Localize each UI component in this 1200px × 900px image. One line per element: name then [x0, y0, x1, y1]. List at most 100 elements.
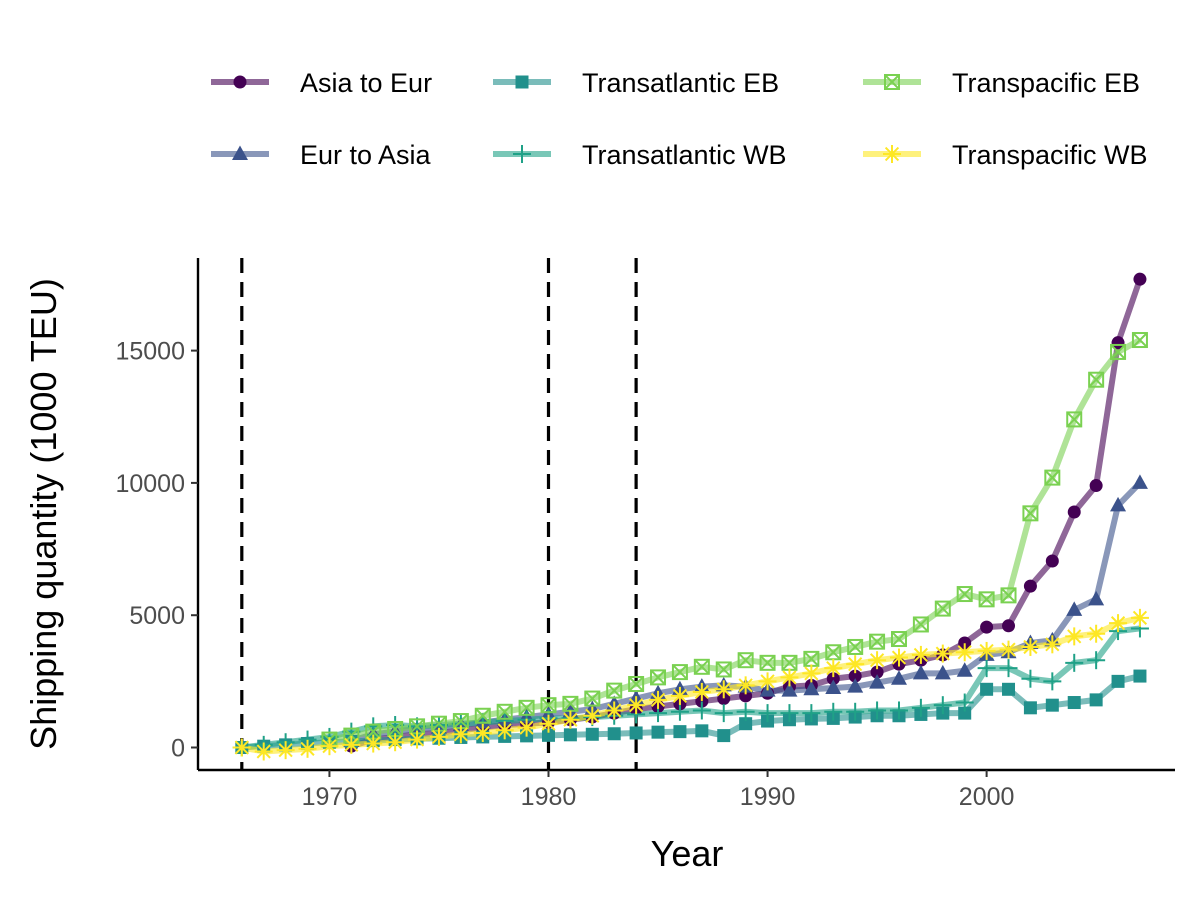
point-asia-to-eur-1988 [717, 692, 731, 706]
point-eur-to-asia-1997 [912, 664, 929, 680]
point-transpacific-eb-2003 [1044, 469, 1061, 486]
point-transpacific-wb-1996 [889, 648, 908, 667]
point-transpacific-wb-1993 [824, 659, 843, 678]
point-transpacific-wb-1995 [868, 651, 887, 670]
point-asia-to-eur-1989 [739, 689, 753, 703]
point-transatlantic-wb-1999 [955, 693, 974, 712]
point-transpacific-eb-2001 [1000, 587, 1017, 604]
point-transpacific-wb-1967 [254, 742, 273, 761]
y-tick-label-5000: 5000 [129, 602, 185, 630]
point-transpacific-wb-1984 [627, 696, 646, 715]
point-transpacific-wb-1975 [429, 727, 448, 746]
point-transpacific-eb-2007 [1131, 332, 1148, 349]
legend-swatch-marker [513, 145, 531, 163]
x-tick-label-1980: 1980 [521, 783, 577, 811]
point-transpacific-wb-2003 [1043, 635, 1062, 654]
point-transpacific-eb-1985 [650, 669, 667, 686]
point-eur-to-asia-1993 [825, 679, 842, 694]
point-transpacific-wb-1999 [955, 643, 974, 662]
point-transpacific-eb-1999 [956, 586, 973, 603]
point-transpacific-eb-2004 [1066, 411, 1083, 428]
point-transatlantic-eb-1985 [651, 725, 665, 739]
point-transpacific-eb-1995 [869, 633, 886, 650]
legend-label-asia-to-eur: Asia to Eur [300, 68, 432, 98]
point-transpacific-wb-1966 [232, 738, 251, 757]
y-tick-label-10000: 10000 [115, 470, 185, 498]
point-transpacific-wb-2007 [1130, 608, 1149, 627]
legend-label-transatlantic-wb: Transatlantic WB [582, 140, 787, 170]
point-transpacific-wb-1970 [320, 737, 339, 756]
point-transatlantic-eb-1981 [563, 728, 577, 742]
point-transpacific-wb-1978 [495, 721, 514, 740]
point-transatlantic-wb-2002 [1021, 669, 1040, 688]
point-transatlantic-eb-2005 [1089, 693, 1103, 707]
point-transpacific-wb-2001 [999, 640, 1018, 659]
point-transatlantic-wb-2001 [999, 659, 1018, 678]
point-transpacific-wb-1979 [517, 718, 536, 737]
point-transatlantic-eb-2004 [1067, 696, 1081, 710]
x-tick-label-1990: 1990 [740, 783, 796, 811]
point-transpacific-wb-1981 [561, 710, 580, 729]
point-asia-to-eur-1987 [695, 694, 709, 708]
point-transpacific-wb-1985 [649, 690, 668, 709]
point-eur-to-asia-1994 [847, 678, 864, 693]
legend-swatch-marker [883, 145, 901, 163]
point-eur-to-asia-1995 [869, 674, 886, 689]
point-transpacific-wb-2000 [977, 641, 996, 660]
legend-label-eur-to-asia: Eur to Asia [300, 140, 432, 170]
point-eur-to-asia-1992 [803, 680, 820, 696]
point-transatlantic-wb-1986 [670, 702, 689, 721]
point-transpacific-wb-1990 [758, 672, 777, 691]
point-eur-to-asia-2007 [1131, 474, 1148, 489]
point-eur-to-asia-2005 [1088, 590, 1105, 606]
point-asia-to-eur-2003 [1045, 554, 1059, 568]
point-transpacific-eb-2005 [1088, 371, 1105, 388]
point-transpacific-wb-1994 [846, 655, 865, 674]
point-transpacific-wb-1992 [802, 664, 821, 683]
point-transpacific-wb-1974 [408, 730, 427, 749]
point-transpacific-wb-2006 [1109, 614, 1128, 633]
point-transatlantic-eb-1980 [541, 728, 555, 742]
y-axis-title: Shipping quantity (1000 TEU) [23, 278, 64, 750]
legend-swatch-marker [884, 74, 900, 90]
point-transatlantic-wb-1991 [780, 704, 799, 723]
point-transpacific-wb-2002 [1021, 637, 1040, 656]
point-transatlantic-eb-2006 [1111, 674, 1125, 688]
point-transpacific-eb-1977 [474, 707, 491, 724]
point-transpacific-wb-1988 [714, 680, 733, 699]
point-transatlantic-eb-2002 [1023, 701, 1037, 715]
point-transatlantic-wb-1994 [846, 702, 865, 721]
point-transpacific-wb-1969 [298, 739, 317, 758]
point-eur-to-asia-2006 [1110, 496, 1127, 512]
legend-label-transatlantic-eb: Transatlantic EB [582, 68, 779, 98]
point-transpacific-eb-1990 [759, 654, 776, 671]
point-transatlantic-wb-1998 [933, 696, 952, 715]
reference-vlines [240, 258, 638, 770]
point-transpacific-wb-1989 [736, 676, 755, 695]
point-transatlantic-wb-1997 [911, 698, 930, 717]
point-asia-to-eur-2000 [980, 620, 994, 634]
point-transpacific-eb-1982 [584, 690, 601, 707]
legend-item-transpacific-wb: Transpacific WB [863, 140, 1148, 170]
point-transpacific-wb-1973 [386, 733, 405, 752]
point-transpacific-eb-1988 [715, 661, 732, 678]
point-transpacific-wb-1977 [473, 723, 492, 742]
point-transpacific-eb-1983 [606, 682, 623, 699]
point-transpacific-eb-1998 [934, 600, 951, 617]
point-transatlantic-wb-2003 [1043, 672, 1062, 691]
point-eur-to-asia-1996 [890, 670, 907, 685]
point-transatlantic-eb-1989 [739, 717, 753, 731]
y-tick-label-15000: 15000 [115, 338, 185, 366]
point-transatlantic-eb-1987 [695, 724, 709, 738]
series-lines [241, 278, 1143, 755]
point-transpacific-eb-1986 [671, 664, 688, 681]
legend-item-eur-to-asia: Eur to Asia [211, 140, 432, 170]
x-tick-label-1970: 1970 [302, 783, 358, 811]
point-asia-to-eur-2004 [1067, 505, 1081, 519]
point-transatlantic-wb-1993 [824, 702, 843, 721]
point-transpacific-eb-1984 [628, 676, 645, 693]
point-transpacific-eb-1989 [737, 652, 754, 669]
point-transatlantic-eb-2007 [1133, 669, 1147, 683]
point-transatlantic-eb-2001 [1002, 682, 1016, 696]
